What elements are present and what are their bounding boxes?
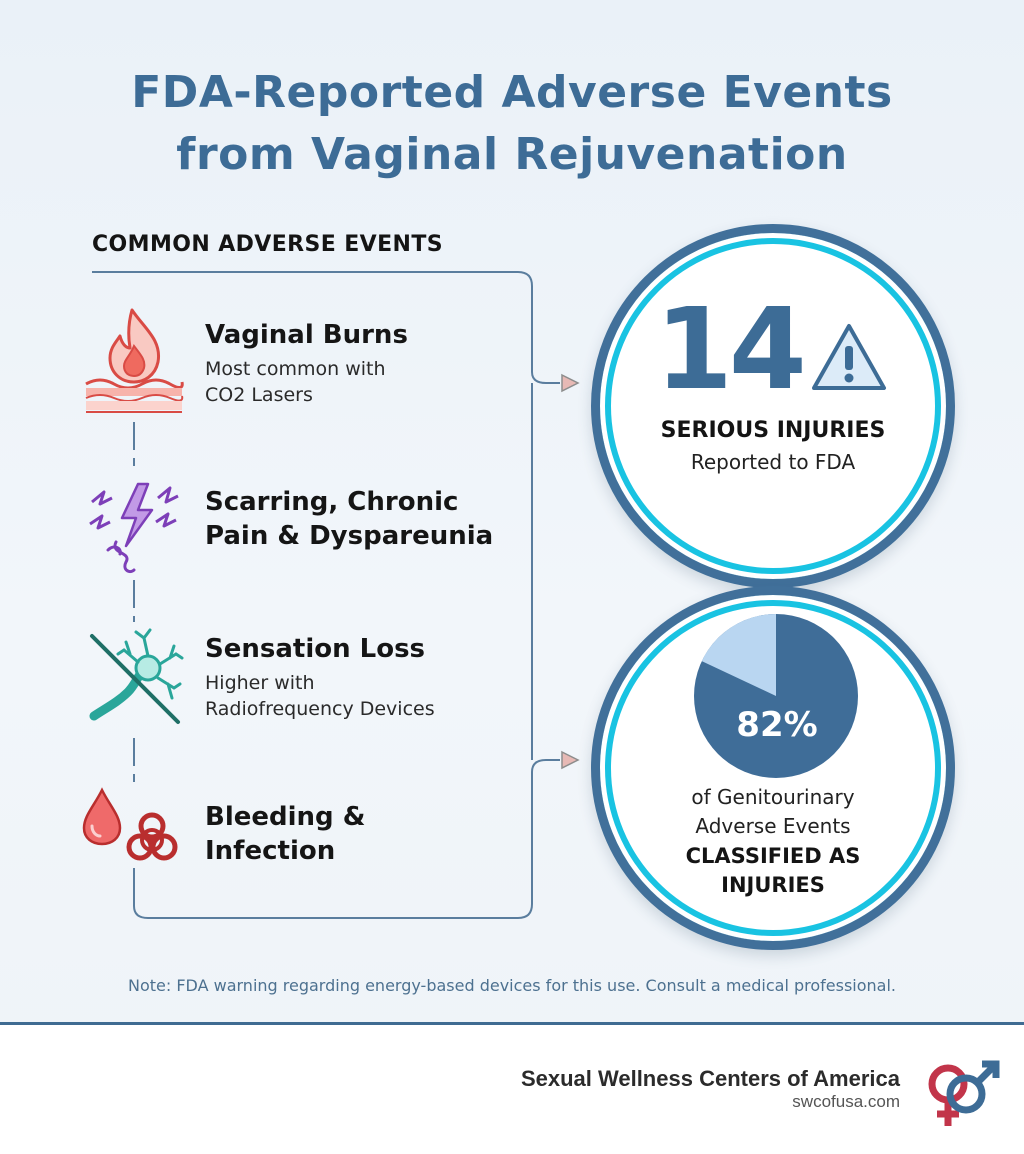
injuries-stat-circle — [591, 224, 955, 588]
event-sensation-loss: Sensation Loss Higher with Radiofrequenc… — [205, 632, 535, 722]
percent-value: 82% — [736, 705, 818, 745]
arrow-to-percent — [561, 750, 580, 770]
event-description: Most common with CO2 Lasers — [205, 356, 535, 408]
event-name: Vaginal Burns — [205, 320, 408, 350]
flame-skin-icon — [85, 308, 184, 413]
injuries-label: Reported to FDA — [690, 450, 856, 474]
event-description-line-2: CO2 Lasers — [205, 384, 313, 406]
gender-symbols-icon — [928, 1060, 1000, 1126]
event-name-line-1: Bleeding & — [205, 802, 366, 832]
page-title: FDA-Reported Adverse Events from Vaginal… — [0, 62, 1024, 186]
injuries-count: 14 — [655, 285, 807, 415]
event-name-line-1: Scarring, Chronic — [205, 487, 459, 517]
percent-bold-line-1: CLASSIFIED AS — [685, 844, 861, 868]
event-name-line-2: Infection — [205, 836, 336, 866]
footer — [0, 1025, 1024, 1154]
disclaimer-note: Note: FDA warning regarding energy-based… — [127, 976, 897, 995]
event-name-line-2: Pain & Dyspareunia — [205, 521, 494, 551]
injury-percent-pie — [694, 614, 858, 778]
section-heading: COMMON ADVERSE EVENTS — [92, 232, 443, 257]
event-description-line-1: Most common with — [205, 358, 386, 380]
event-scarring-pain: Scarring, Chronic Pain & Dyspareunia — [205, 485, 535, 553]
event-description-line-2: Radiofrequency Devices — [205, 698, 435, 720]
percent-description-line-2: Adverse Events — [695, 814, 851, 838]
title-line-1: FDA-Reported Adverse Events — [131, 67, 893, 118]
event-name: Scarring, Chronic Pain & Dyspareunia — [205, 485, 535, 553]
biohazard-icon — [126, 812, 178, 861]
footer-divider — [0, 1022, 1024, 1025]
event-bleeding-infection: Bleeding & Infection — [205, 800, 535, 868]
title-line-2: from Vaginal Rejuvenation — [176, 129, 848, 180]
percent-bold-label: CLASSIFIED AS INJURIES — [620, 842, 926, 900]
percent-description: of Genitourinary Adverse Events — [620, 783, 926, 841]
lightning-pain-icon — [89, 482, 179, 574]
injuries-label-bold: SERIOUS INJURIES — [660, 418, 886, 443]
event-name: Sensation Loss — [205, 634, 426, 664]
pie-remainder-slice — [701, 614, 776, 696]
warning-triangle-icon — [812, 324, 886, 390]
event-description-line-1: Higher with — [205, 672, 315, 694]
crossed-nerve-icon — [89, 628, 184, 724]
percent-bold-line-2: INJURIES — [721, 873, 825, 897]
brand-name: Sexual Wellness Centers of America — [520, 1066, 900, 1091]
percent-description-line-1: of Genitourinary — [691, 785, 855, 809]
event-vaginal-burns: Vaginal Burns Most common with CO2 Laser… — [205, 318, 535, 408]
blood-drop-biohazard-icon — [82, 787, 178, 861]
event-name: Bleeding & Infection — [205, 800, 535, 868]
event-description: Higher with Radiofrequency Devices — [205, 670, 535, 722]
arrow-to-injuries — [561, 373, 580, 393]
brand-url: swcofusa.com — [792, 1092, 900, 1111]
